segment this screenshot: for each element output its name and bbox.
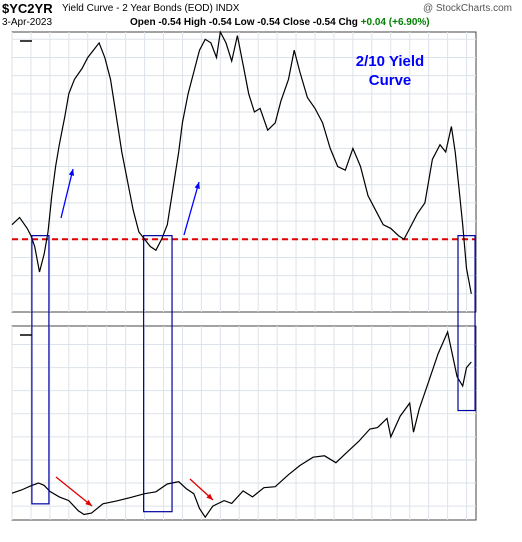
high-label: High (183, 17, 207, 28)
close-label: Close (282, 17, 311, 28)
yield-panel-frame (11, 31, 477, 313)
low-value: -0.54 (257, 17, 281, 28)
ohlc-readout: Open -0.54 High -0.54 Low -0.54 Close -0… (130, 17, 430, 28)
open-label: Open (130, 17, 156, 28)
low-label: Low (234, 17, 255, 28)
inversion-box-2000 (31, 235, 50, 505)
spx-panel-frame (11, 325, 477, 521)
yield-chart-title: 2/10 Yield Curve (356, 53, 424, 89)
spx-line (11, 330, 472, 519)
open-value: -0.54 (158, 17, 182, 28)
steepening-arrow-2008-shaft (183, 181, 200, 236)
symbol-description: Yield Curve - 2 Year Bonds (EOD) INDX (62, 3, 240, 14)
steepening-arrow-2001-head (68, 169, 75, 176)
steepening-arrow-2001-shaft (60, 168, 74, 219)
inversion-box-2006 (143, 235, 173, 513)
yield-curve-line (11, 30, 472, 294)
symbol-label: $YC2YR (2, 1, 53, 16)
stockcharts-watermark: @ StockCharts.com (422, 3, 512, 14)
high-value: -0.54 (208, 17, 232, 28)
quote-date: 3-Apr-2023 (2, 17, 53, 28)
steepening-arrow-2008-head (194, 182, 200, 189)
change-label: Chg (338, 17, 358, 28)
chart-header: $YC2YR Yield Curve - 2 Year Bonds (EOD) … (0, 0, 522, 32)
spx-decline-arrow-2008-head (206, 493, 213, 500)
spx-decline-arrow-2001-head (85, 499, 92, 506)
inversion-box-2022 (457, 235, 476, 412)
close-value: -0.54 (312, 17, 336, 28)
spx-decline-arrow-2001-shaft (55, 476, 93, 507)
change-value: +0.04 (+6.90%) (360, 17, 430, 28)
